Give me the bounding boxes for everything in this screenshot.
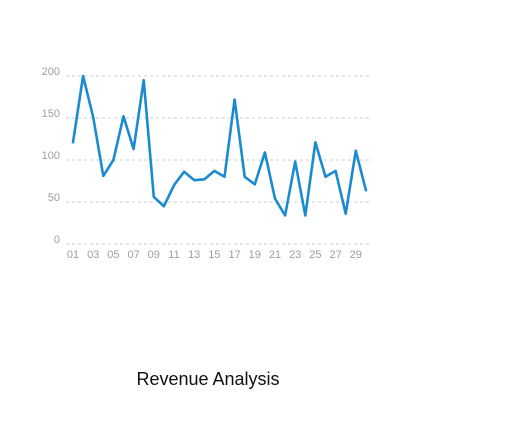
x-tick-label: 27 bbox=[329, 249, 341, 261]
chart-title: Revenue Analysis bbox=[136, 369, 280, 389]
x-tick-label: 23 bbox=[289, 249, 301, 261]
gridlines bbox=[66, 75, 372, 245]
x-tick-label: 01 bbox=[67, 249, 79, 261]
x-tick-label: 03 bbox=[87, 249, 99, 261]
x-tick-label: 11 bbox=[168, 249, 179, 261]
x-tick-label: 09 bbox=[148, 249, 160, 261]
x-tick-label: 19 bbox=[249, 249, 261, 261]
x-tick-label: 15 bbox=[208, 249, 220, 261]
x-tick-label: 21 bbox=[269, 249, 281, 261]
y-tick-label: 200 bbox=[42, 66, 60, 78]
x-tick-label: 07 bbox=[127, 249, 139, 261]
x-tick-label: 25 bbox=[309, 249, 321, 261]
y-tick-label: 150 bbox=[42, 108, 60, 120]
y-tick-label: 100 bbox=[42, 150, 60, 162]
x-tick-label: 13 bbox=[188, 249, 200, 261]
series-layer bbox=[71, 74, 368, 217]
series-line-0 bbox=[71, 74, 368, 217]
y-tick-label: 50 bbox=[48, 192, 60, 204]
x-tick-label: 17 bbox=[228, 249, 240, 261]
x-tick-label: 29 bbox=[350, 249, 362, 261]
x-axis-ticks: 01 03 05 07 09 11 13 15 17 19 21 23 25 27 29 bbox=[67, 249, 362, 261]
y-axis-ticks: 0 50 100 150 200 bbox=[42, 66, 60, 246]
x-tick-label: 05 bbox=[107, 249, 119, 261]
y-tick-label: 0 bbox=[54, 234, 60, 246]
